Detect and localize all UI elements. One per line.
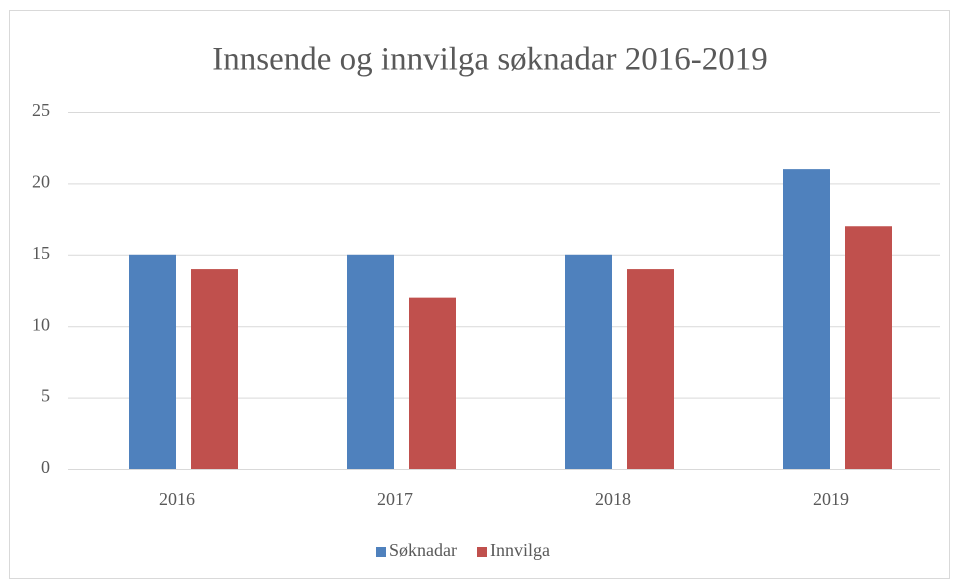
bar (565, 254, 612, 469)
x-tick-label: 2017 (377, 489, 413, 509)
legend-swatch (477, 547, 487, 557)
y-tick-label: 25 (32, 100, 50, 120)
chart-title: Innsende og innvilga søknadar 2016-2019 (212, 42, 767, 78)
bar (347, 254, 394, 469)
x-tick-label: 2016 (159, 489, 195, 509)
y-tick-label: 15 (32, 243, 50, 263)
bar (129, 254, 176, 469)
y-tick-label: 20 (32, 172, 50, 192)
bar (845, 226, 892, 469)
bar (409, 297, 456, 469)
bar (627, 269, 674, 469)
y-tick-label: 10 (32, 314, 50, 334)
legend-label: Søknadar (389, 540, 457, 560)
y-tick-label: 5 (41, 386, 50, 406)
bar (191, 269, 238, 469)
x-tick-label: 2019 (813, 489, 849, 509)
bar (783, 169, 830, 469)
legend-label: Innvilga (490, 540, 550, 560)
x-tick-label: 2018 (595, 489, 631, 509)
y-tick-label: 0 (41, 457, 50, 477)
legend-swatch (376, 547, 386, 557)
